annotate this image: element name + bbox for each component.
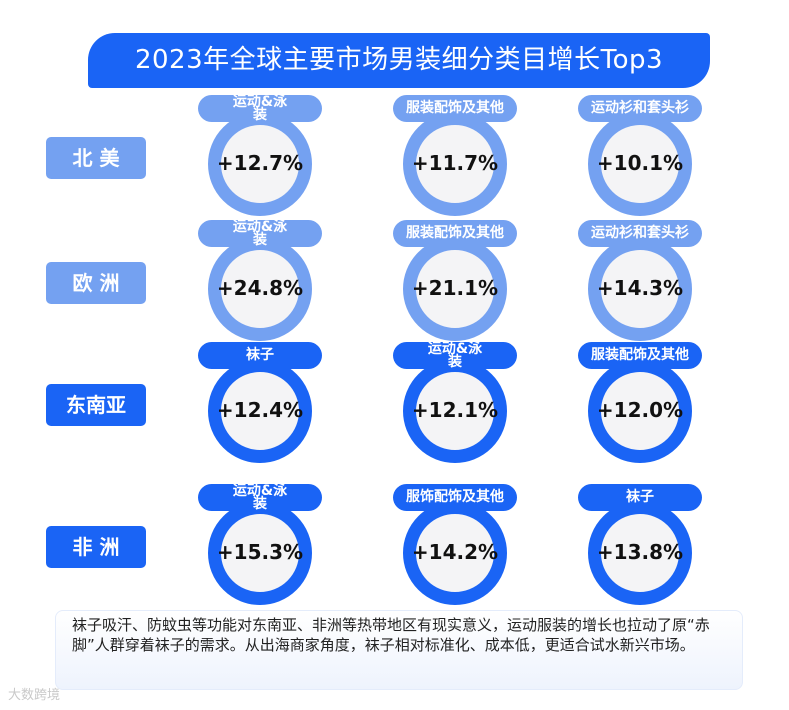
category-cell: 运动衫和套头衫 +14.3% — [570, 220, 710, 341]
category-cell: 服饰配饰及其他 +14.2% — [385, 484, 525, 605]
growth-value: +21.1% — [411, 276, 499, 300]
category-cell: 运动&泳装 +12.7% — [190, 95, 330, 216]
category-pill: 袜子 — [198, 342, 322, 369]
category-pill: 袜子 — [578, 484, 702, 511]
category-pill: 运动衫和套头衫 — [578, 220, 702, 247]
category-cell: 运动&泳装 +24.8% — [190, 220, 330, 341]
category-label: 运动衫和套头衫 — [591, 100, 689, 116]
category-cell: 服装配饰及其他 +21.1% — [385, 220, 525, 341]
category-label: 运动&泳装 — [427, 342, 483, 369]
region-label: 东南亚 — [46, 384, 146, 426]
category-label: 袜子 — [626, 489, 654, 505]
category-cell: 运动衫和套头衫 +10.1% — [570, 95, 710, 216]
category-cell: 运动&泳装 +12.1% — [385, 342, 525, 463]
category-pill: 运动&泳装 — [198, 220, 322, 247]
growth-value: +10.1% — [596, 151, 684, 175]
category-pill: 服装配饰及其他 — [393, 95, 517, 122]
growth-value: +14.2% — [411, 540, 499, 564]
category-pill: 运动&泳装 — [198, 484, 322, 511]
growth-value: +12.4% — [216, 398, 304, 422]
footnote: 袜子吸汗、防蚊虫等功能对东南亚、非洲等热带地区有现实意义，运动服装的增长也拉动了… — [55, 610, 743, 690]
category-pill: 服饰配饰及其他 — [393, 484, 517, 511]
category-label: 服装配饰及其他 — [406, 225, 504, 241]
category-pill: 运动衫和套头衫 — [578, 95, 702, 122]
category-label: 服装配饰及其他 — [406, 100, 504, 116]
category-pill: 服装配饰及其他 — [578, 342, 702, 369]
growth-value: +12.7% — [216, 151, 304, 175]
category-label: 运动&泳装 — [232, 95, 288, 122]
region-label: 北 美 — [46, 137, 146, 179]
growth-value: +12.1% — [411, 398, 499, 422]
category-cell: 袜子 +12.4% — [190, 342, 330, 463]
growth-value: +15.3% — [216, 540, 304, 564]
category-label: 运动&泳装 — [232, 484, 288, 511]
category-label: 运动衫和套头衫 — [591, 225, 689, 241]
category-label: 运动&泳装 — [232, 220, 288, 247]
category-cell: 运动&泳装 +15.3% — [190, 484, 330, 605]
growth-value: +12.0% — [596, 398, 684, 422]
category-label: 服装配饰及其他 — [591, 347, 689, 363]
category-pill: 服装配饰及其他 — [393, 220, 517, 247]
category-pill: 运动&泳装 — [393, 342, 517, 369]
chart-title: 2023年全球主要市场男装细分类目增长Top3 — [88, 33, 710, 88]
category-label: 服饰配饰及其他 — [406, 489, 504, 505]
growth-value: +11.7% — [411, 151, 499, 175]
category-cell: 服装配饰及其他 +11.7% — [385, 95, 525, 216]
region-label: 非 洲 — [46, 526, 146, 568]
region-label: 欧 洲 — [46, 262, 146, 304]
growth-value: +24.8% — [216, 276, 304, 300]
category-cell: 袜子 +13.8% — [570, 484, 710, 605]
category-pill: 运动&泳装 — [198, 95, 322, 122]
growth-value: +14.3% — [596, 276, 684, 300]
category-cell: 服装配饰及其他 +12.0% — [570, 342, 710, 463]
growth-value: +13.8% — [596, 540, 684, 564]
category-label: 袜子 — [246, 347, 274, 363]
watermark: 大数跨境 — [8, 688, 61, 703]
